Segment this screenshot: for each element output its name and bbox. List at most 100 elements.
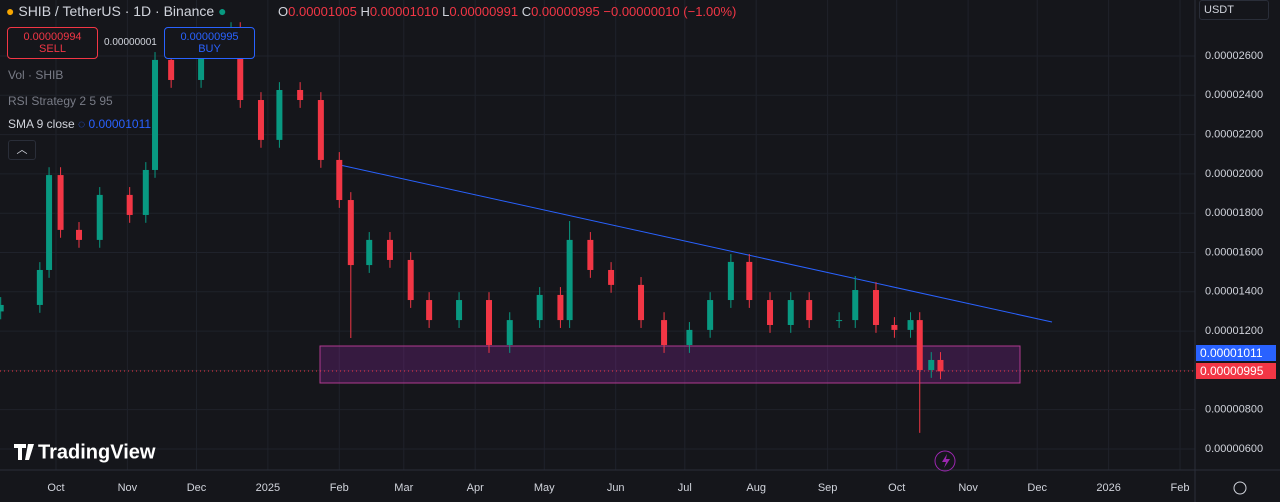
x-tick-label: May xyxy=(534,482,555,494)
rsi-indicator[interactable]: RSI Strategy 2 5 95 xyxy=(8,94,113,108)
x-tick-label: Apr xyxy=(467,482,484,494)
y-tick-label: 0.00002600 xyxy=(1205,50,1263,62)
candle-body xyxy=(57,175,64,230)
sell-price: 0.00000994 xyxy=(23,31,82,43)
currency-select[interactable]: USDT xyxy=(1199,0,1269,20)
candle-body xyxy=(836,320,843,322)
brand: TradingView xyxy=(38,441,156,463)
candle-body xyxy=(587,239,594,270)
candle-body xyxy=(336,159,343,201)
candle-body xyxy=(746,261,753,301)
c-value: 0.00000995 xyxy=(531,4,600,19)
o-value: 0.00001005 xyxy=(288,4,357,19)
candle-body xyxy=(506,320,513,346)
symbol-text: SHIB / TetherUS · 1D · Binance xyxy=(18,3,215,19)
candle-body xyxy=(96,194,103,240)
candle-body xyxy=(317,100,324,160)
candle-body xyxy=(347,200,354,266)
y-tick-label: 0.00000600 xyxy=(1205,443,1263,455)
event-icon[interactable] xyxy=(934,450,956,472)
sma-label: SMA 9 close xyxy=(8,117,75,131)
y-tick-label: 0.00001200 xyxy=(1205,325,1263,337)
y-tick-label: 0.00000800 xyxy=(1205,404,1263,416)
symbol[interactable]: ● SHIB / TetherUS · 1D · Binance ● xyxy=(6,3,227,19)
y-tick-label: 0.00001800 xyxy=(1205,207,1263,219)
candle-body xyxy=(566,239,573,321)
x-tick-label: 2026 xyxy=(1096,482,1120,494)
h-label: H xyxy=(360,4,370,19)
candle-body xyxy=(806,300,813,321)
candle-body xyxy=(937,359,944,372)
candle-body xyxy=(407,259,414,301)
o-label: O xyxy=(278,4,289,19)
candle-body xyxy=(707,300,714,330)
last-price-label: 0.00000995 xyxy=(1196,363,1276,379)
candle-body xyxy=(198,49,205,80)
brand-logo xyxy=(14,444,34,460)
settings-icon[interactable] xyxy=(1233,481,1247,495)
x-tick-label: Jun xyxy=(607,482,625,494)
candle-body xyxy=(46,175,53,270)
candle-body xyxy=(276,89,283,140)
candle-body xyxy=(852,290,859,321)
candle-body xyxy=(661,320,668,346)
candle-body xyxy=(891,324,898,330)
x-tick-label: Oct xyxy=(888,482,905,494)
sell-label: SELL xyxy=(39,43,66,55)
candle-body xyxy=(907,320,914,330)
candle-body xyxy=(366,239,373,266)
x-tick-label: Nov xyxy=(958,482,978,494)
sma-price-label: 0.00001011 xyxy=(1196,345,1276,361)
candle-body xyxy=(787,300,794,325)
range-box xyxy=(319,345,1021,384)
l-value: 0.00000991 xyxy=(449,4,519,19)
y-tick-label: 0.00002200 xyxy=(1205,129,1263,141)
x-tick-label: Jul xyxy=(678,482,692,494)
trend-line xyxy=(339,164,1053,323)
candle-body xyxy=(386,239,393,260)
h-value: 0.00001010 xyxy=(369,4,439,19)
candle-body xyxy=(608,269,615,285)
x-tick-label: Sep xyxy=(818,482,838,494)
candle-body xyxy=(686,329,693,346)
buy-button[interactable]: 0.00000995 BUY xyxy=(164,27,255,59)
l-label: L xyxy=(442,4,450,19)
candle-body xyxy=(916,320,923,370)
x-tick-label: Feb xyxy=(330,482,349,494)
x-tick-label: Nov xyxy=(118,482,138,494)
candle-body xyxy=(152,59,159,170)
sell-button[interactable]: 0.00000994 SELL xyxy=(7,27,98,59)
y-tick-label: 0.00002000 xyxy=(1205,168,1263,180)
y-tick-label: 0.00001400 xyxy=(1205,286,1263,298)
y-tick-label: 0.00001600 xyxy=(1205,246,1263,258)
event-icon-bolt xyxy=(942,454,950,468)
candle-body xyxy=(727,261,734,301)
x-tick-label: 2025 xyxy=(256,482,280,494)
collapse-button[interactable]: ︿ xyxy=(8,140,36,160)
x-tick-label: Feb xyxy=(1171,482,1190,494)
candle-body xyxy=(928,359,935,370)
candle-body xyxy=(456,300,463,321)
x-tick-label: Dec xyxy=(187,482,207,494)
candle-body xyxy=(297,89,304,101)
candle-body xyxy=(76,229,83,240)
candle-body xyxy=(536,294,543,321)
change: −0.00000010 (−1.00%) xyxy=(603,4,737,19)
spread: 0.00000001 xyxy=(104,37,157,48)
ohlc: O0.00001005 H0.00001010 L0.00000991 C0.0… xyxy=(278,4,736,19)
vol-indicator[interactable]: Vol · SHIB xyxy=(8,68,64,82)
candle-body xyxy=(257,100,264,140)
currency: USDT xyxy=(1204,4,1234,16)
candle-body xyxy=(872,290,879,325)
x-tick-label: Mar xyxy=(394,482,413,494)
candle-body xyxy=(237,30,244,101)
candle-body xyxy=(126,194,133,215)
c-label: C xyxy=(521,4,532,19)
buy-label: BUY xyxy=(198,43,221,55)
sma-indicator[interactable]: SMA 9 close ◌ 0.00001011 xyxy=(8,117,152,131)
x-tick-label: Dec xyxy=(1027,482,1047,494)
candle-body xyxy=(426,300,433,321)
candle-body xyxy=(557,294,564,321)
